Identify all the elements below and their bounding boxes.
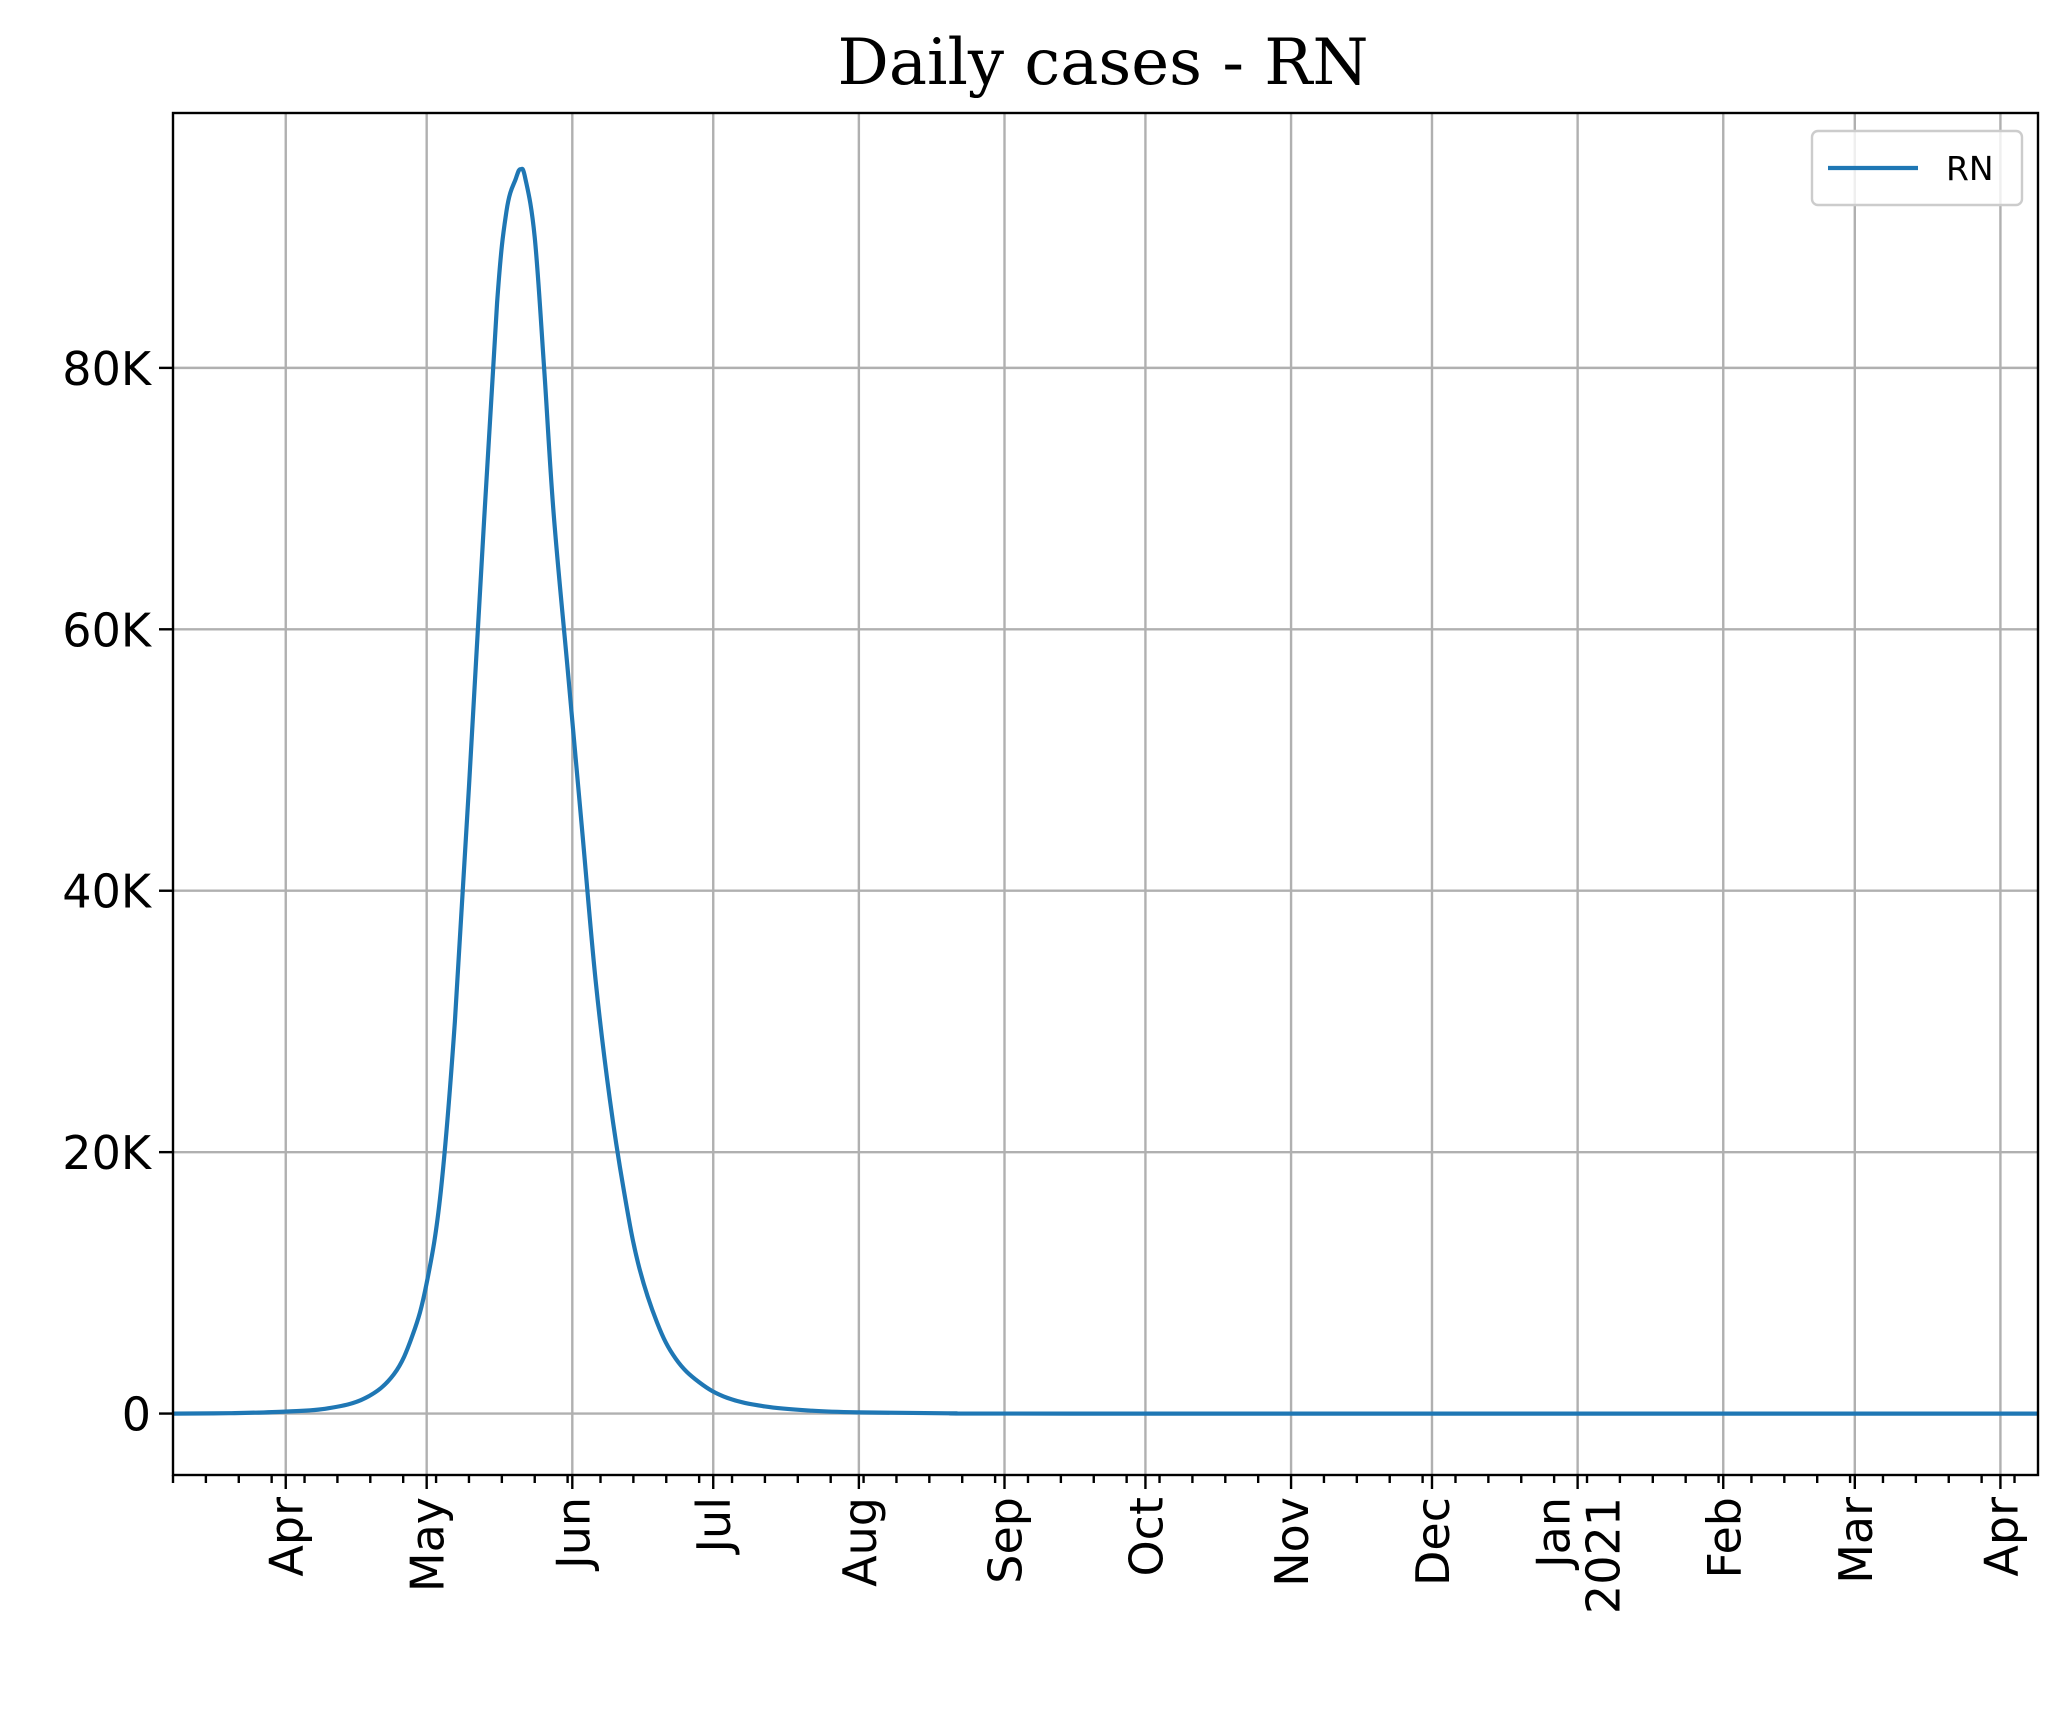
x-tick-label: Apr (1974, 1497, 2028, 1577)
x-tick-label: Jul (687, 1497, 741, 1556)
x-tick-label: Jun (546, 1497, 600, 1572)
axes: Apr May Jun Jul Aug Sep Oct Nov Dec Jan2021 Feb Mar… (62, 111, 2040, 1614)
x-tick-label: Mar (1829, 1497, 1883, 1584)
x-tick-label: Dec (1406, 1497, 1460, 1586)
series-line-rn (172, 166, 2038, 1416)
legend-label: RN (1946, 149, 1994, 188)
x-tick-label: Jan2021 (1527, 1497, 1631, 1614)
x-tick-label: Apr (260, 1497, 314, 1577)
series-layer (172, 166, 2038, 1416)
y-tick-label: 20K (62, 1126, 153, 1180)
x-tick-label: Nov (1265, 1497, 1319, 1587)
plot-frame (171, 111, 2040, 1477)
x-tick-label: May (401, 1497, 455, 1592)
x-tick-label: Oct (1119, 1497, 1173, 1577)
legend: RN (1810, 129, 2024, 207)
y-tick-label: 60K (62, 603, 153, 657)
chart-title: Daily cases - RN (838, 26, 1369, 100)
y-tick-label: 80K (62, 342, 153, 396)
y-tick-label: 0 (122, 1388, 151, 1442)
x-tick-label: Sep (979, 1497, 1033, 1584)
grid (173, 113, 2038, 1475)
x-tick-label: Aug (833, 1497, 887, 1587)
y-tick-label: 40K (62, 865, 153, 919)
x-tick-label: Feb (1697, 1497, 1751, 1578)
